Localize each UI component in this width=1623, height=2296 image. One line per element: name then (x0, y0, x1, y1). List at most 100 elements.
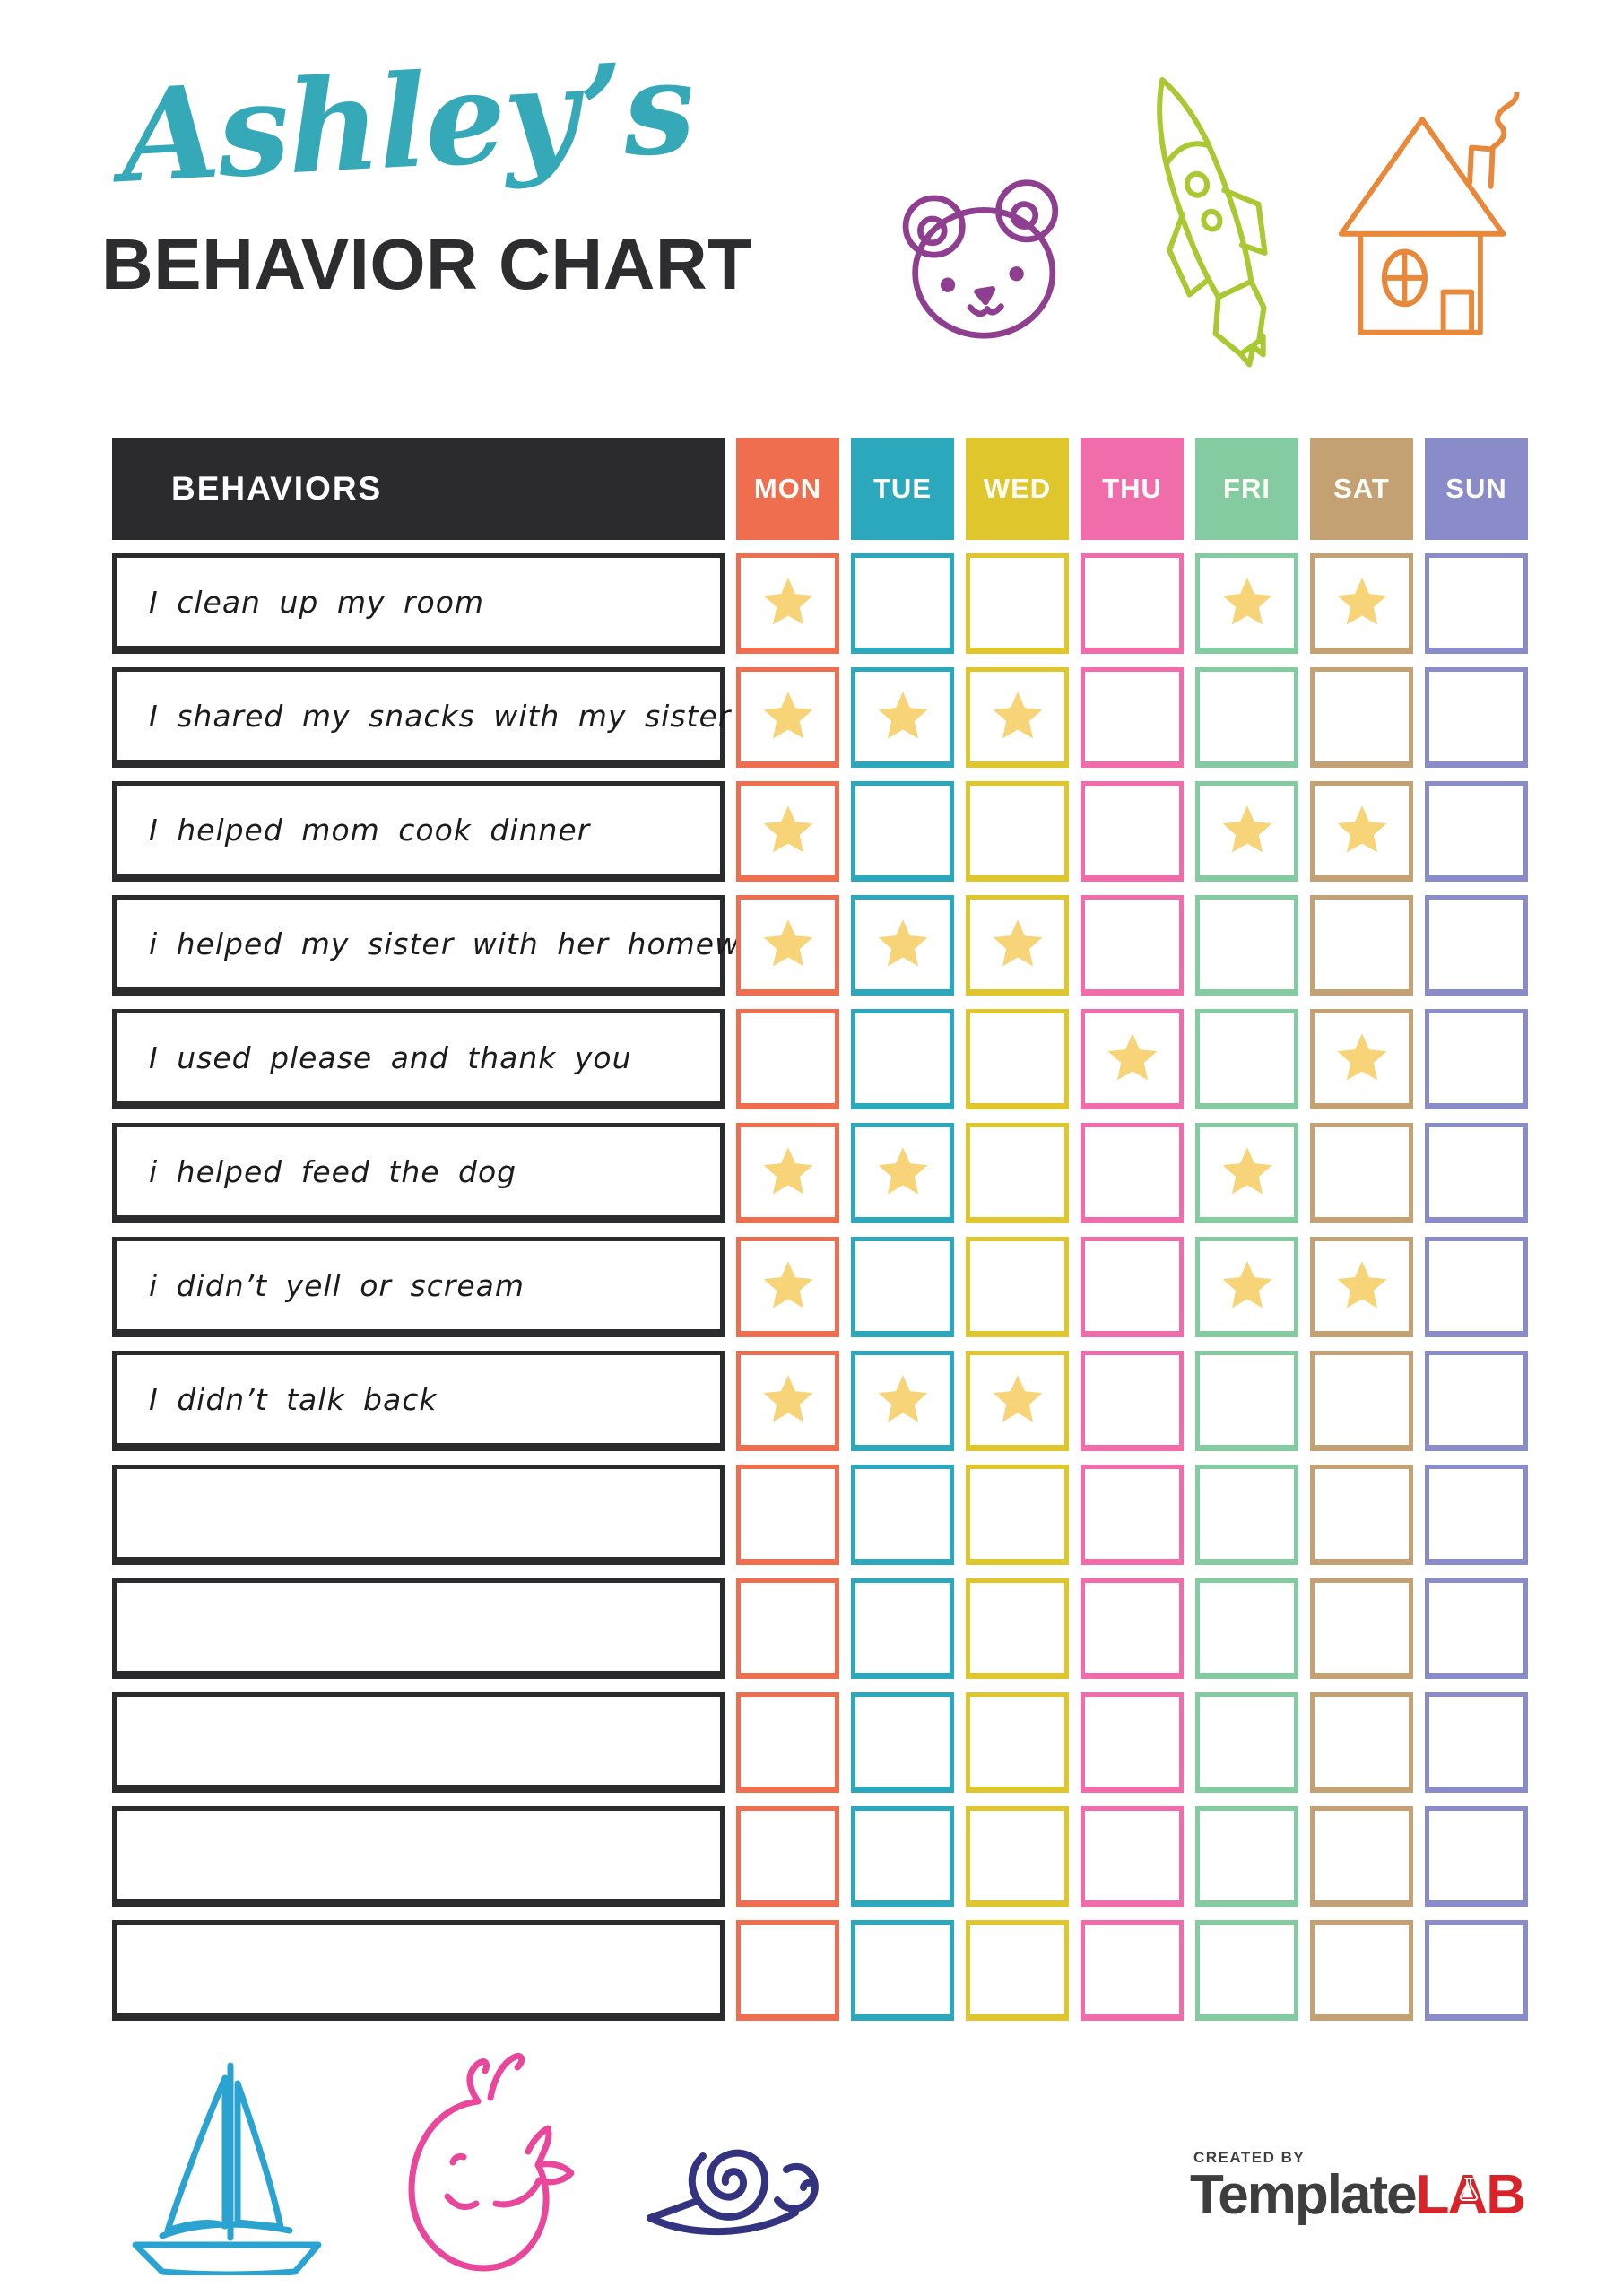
star-cell-thu[interactable] (1081, 1237, 1184, 1337)
star-cell-mon[interactable] (736, 1578, 839, 1679)
star-cell-sat[interactable] (1310, 553, 1413, 654)
star-cell-tue[interactable] (851, 1465, 954, 1565)
star-cell-mon[interactable] (736, 1692, 839, 1793)
star-cell-mon[interactable] (736, 781, 839, 882)
star-cell-tue[interactable] (851, 1692, 954, 1793)
behavior-cell[interactable] (112, 1578, 725, 1679)
star-cell-tue[interactable] (851, 1009, 954, 1109)
star-cell-thu[interactable] (1081, 1578, 1184, 1679)
star-cell-tue[interactable] (851, 553, 954, 654)
star-cell-wed[interactable] (966, 1351, 1069, 1451)
behavior-cell[interactable]: I didn’t talk back (112, 1351, 725, 1451)
star-cell-sun[interactable] (1425, 1578, 1528, 1679)
star-cell-sat[interactable] (1310, 1237, 1413, 1337)
star-cell-mon[interactable] (736, 1465, 839, 1565)
star-cell-mon[interactable] (736, 667, 839, 768)
star-cell-thu[interactable] (1081, 1465, 1184, 1565)
star-cell-fri[interactable] (1195, 781, 1298, 882)
star-cell-fri[interactable] (1195, 1237, 1298, 1337)
star-cell-sun[interactable] (1425, 1920, 1528, 2021)
star-cell-wed[interactable] (966, 1692, 1069, 1793)
star-cell-tue[interactable] (851, 1237, 954, 1337)
star-cell-sun[interactable] (1425, 553, 1528, 654)
star-cell-wed[interactable] (966, 1465, 1069, 1565)
star-cell-fri[interactable] (1195, 1351, 1298, 1451)
star-cell-wed[interactable] (966, 1578, 1069, 1679)
star-cell-mon[interactable] (736, 1920, 839, 2021)
star-cell-sun[interactable] (1425, 895, 1528, 996)
star-cell-sat[interactable] (1310, 1920, 1413, 2021)
star-cell-thu[interactable] (1081, 1920, 1184, 2021)
star-cell-fri[interactable] (1195, 1578, 1298, 1679)
star-cell-wed[interactable] (966, 667, 1069, 768)
star-cell-sun[interactable] (1425, 1806, 1528, 1907)
star-cell-sat[interactable] (1310, 1351, 1413, 1451)
star-cell-sat[interactable] (1310, 1465, 1413, 1565)
star-cell-fri[interactable] (1195, 1465, 1298, 1565)
star-cell-thu[interactable] (1081, 895, 1184, 996)
star-cell-mon[interactable] (736, 553, 839, 654)
star-cell-wed[interactable] (966, 1237, 1069, 1337)
star-cell-mon[interactable] (736, 1009, 839, 1109)
behavior-cell[interactable] (112, 1920, 725, 2021)
star-cell-tue[interactable] (851, 1806, 954, 1907)
star-cell-fri[interactable] (1195, 1009, 1298, 1109)
star-cell-fri[interactable] (1195, 553, 1298, 654)
behavior-cell[interactable] (112, 1806, 725, 1907)
star-cell-thu[interactable] (1081, 1123, 1184, 1223)
star-cell-mon[interactable] (736, 895, 839, 996)
star-cell-thu[interactable] (1081, 1806, 1184, 1907)
star-cell-thu[interactable] (1081, 1692, 1184, 1793)
star-cell-thu[interactable] (1081, 553, 1184, 654)
star-cell-tue[interactable] (851, 1123, 954, 1223)
star-cell-mon[interactable] (736, 1237, 839, 1337)
star-cell-tue[interactable] (851, 781, 954, 882)
star-cell-sun[interactable] (1425, 1351, 1528, 1451)
star-cell-sat[interactable] (1310, 781, 1413, 882)
star-cell-sun[interactable] (1425, 667, 1528, 768)
star-cell-fri[interactable] (1195, 1692, 1298, 1793)
star-cell-mon[interactable] (736, 1806, 839, 1907)
behavior-cell[interactable]: I used please and thank you (112, 1009, 725, 1109)
star-cell-tue[interactable] (851, 1351, 954, 1451)
star-cell-mon[interactable] (736, 1123, 839, 1223)
star-cell-sun[interactable] (1425, 1465, 1528, 1565)
star-cell-sat[interactable] (1310, 1578, 1413, 1679)
star-cell-sun[interactable] (1425, 1237, 1528, 1337)
star-cell-fri[interactable] (1195, 895, 1298, 996)
star-cell-mon[interactable] (736, 1351, 839, 1451)
behavior-cell[interactable] (112, 1692, 725, 1793)
star-cell-wed[interactable] (966, 781, 1069, 882)
star-cell-sun[interactable] (1425, 1009, 1528, 1109)
behavior-cell[interactable]: I helped mom cook dinner (112, 781, 725, 882)
star-cell-thu[interactable] (1081, 781, 1184, 882)
star-cell-sat[interactable] (1310, 667, 1413, 768)
star-cell-fri[interactable] (1195, 1920, 1298, 2021)
star-cell-wed[interactable] (966, 1806, 1069, 1907)
star-cell-tue[interactable] (851, 1920, 954, 2021)
star-cell-fri[interactable] (1195, 1806, 1298, 1907)
star-cell-thu[interactable] (1081, 1009, 1184, 1109)
star-cell-tue[interactable] (851, 895, 954, 996)
star-cell-sat[interactable] (1310, 1692, 1413, 1793)
star-cell-sun[interactable] (1425, 781, 1528, 882)
star-cell-wed[interactable] (966, 553, 1069, 654)
behavior-cell[interactable]: i helped my sister with her homework (112, 895, 789, 996)
star-cell-wed[interactable] (966, 1920, 1069, 2021)
star-cell-sat[interactable] (1310, 895, 1413, 996)
behavior-cell[interactable]: i didn’t yell or scream (112, 1237, 725, 1337)
star-cell-tue[interactable] (851, 667, 954, 768)
star-cell-tue[interactable] (851, 1578, 954, 1679)
star-cell-wed[interactable] (966, 1123, 1069, 1223)
star-cell-fri[interactable] (1195, 1123, 1298, 1223)
star-cell-thu[interactable] (1081, 667, 1184, 768)
star-cell-sat[interactable] (1310, 1806, 1413, 1907)
star-cell-sat[interactable] (1310, 1009, 1413, 1109)
behavior-cell[interactable]: i helped feed the dog (112, 1123, 725, 1223)
behavior-cell[interactable]: I shared my snacks with my sister (112, 667, 730, 768)
star-cell-wed[interactable] (966, 895, 1069, 996)
star-cell-sat[interactable] (1310, 1123, 1413, 1223)
star-cell-sun[interactable] (1425, 1123, 1528, 1223)
star-cell-fri[interactable] (1195, 667, 1298, 768)
star-cell-sun[interactable] (1425, 1692, 1528, 1793)
